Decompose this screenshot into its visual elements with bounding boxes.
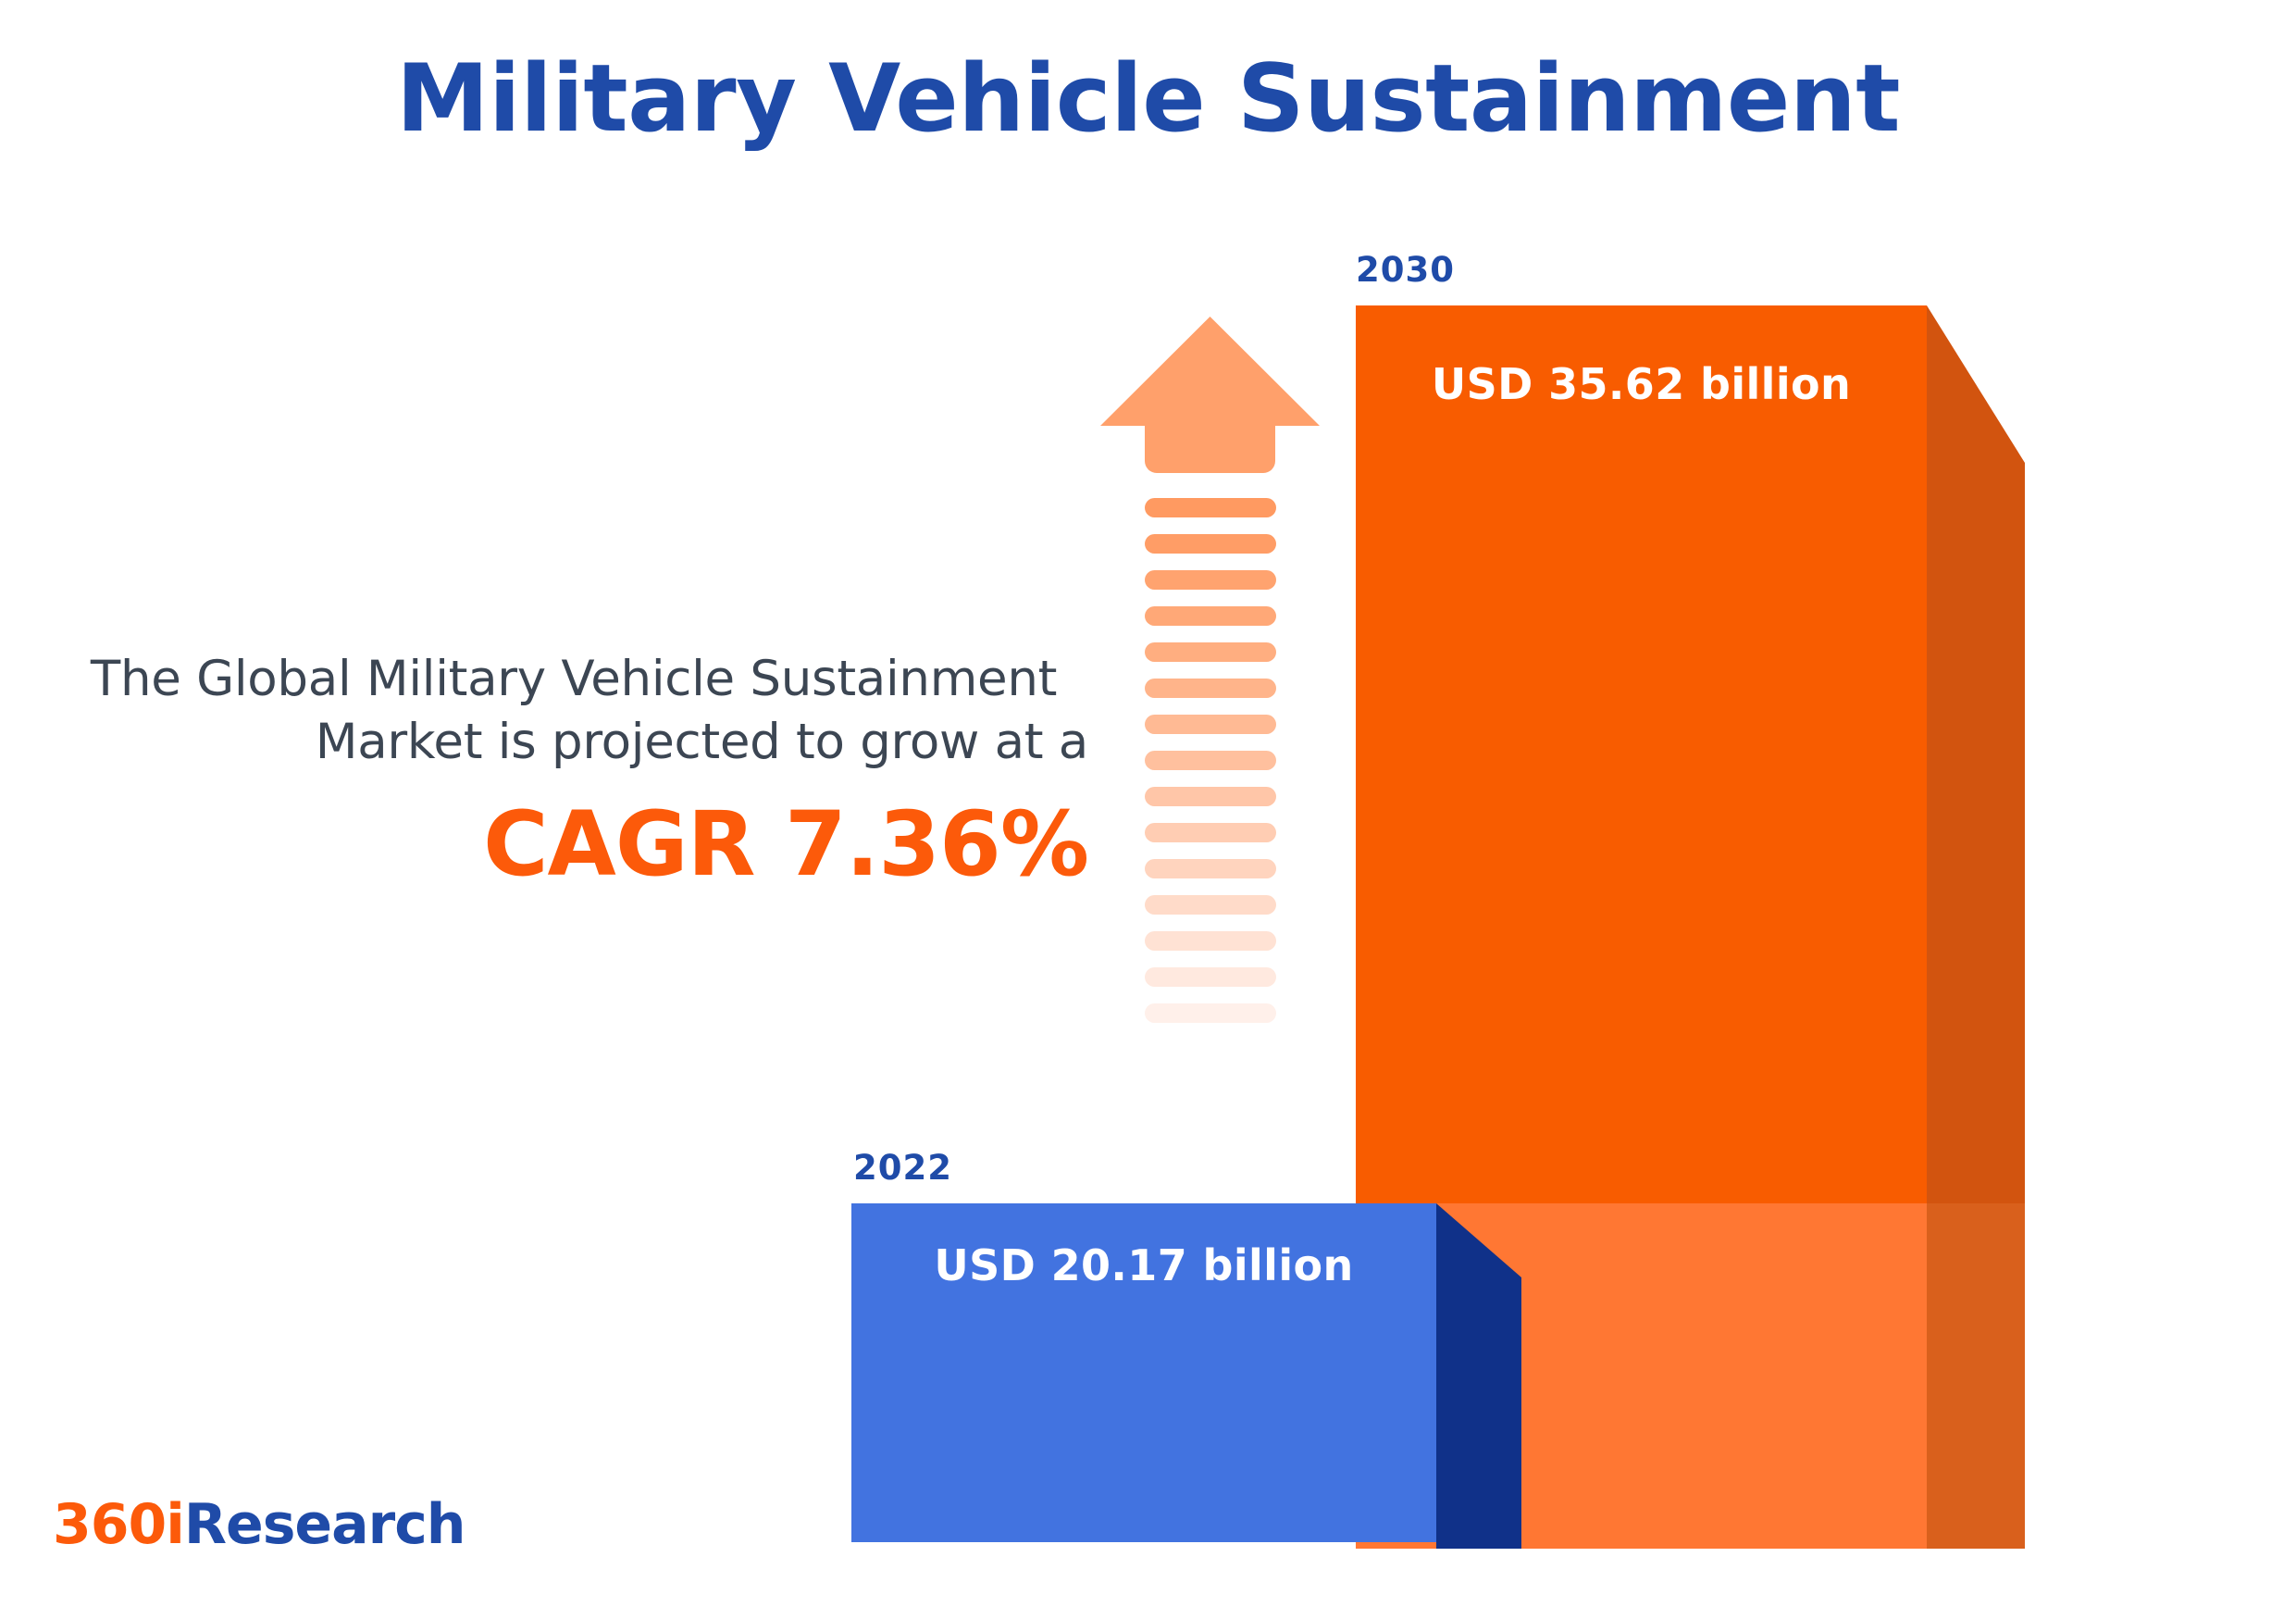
up-arrow-icon (1100, 317, 1320, 473)
caption-block: The Global Military Vehicle Sustainment … (56, 648, 1092, 890)
arrow-stripe (1145, 498, 1276, 517)
arrow-stripe (1145, 534, 1276, 554)
brand-logo-research: Research (183, 1492, 466, 1557)
arrow-stripe (1145, 715, 1276, 734)
bar-2030-value-label: USD 35.62 billion (1431, 359, 1852, 409)
caption-line-1: The Global Military Vehicle Sustainment (90, 651, 1058, 707)
arrow-stripe (1145, 823, 1276, 842)
growth-arrow-group (1097, 313, 1323, 1081)
bar-2030-year-label: 2030 (1356, 250, 1455, 290)
arrow-stripe (1145, 859, 1276, 878)
caption-line-2: Market is projected to grow at a (315, 713, 1089, 770)
bar-2022-front-face[interactable] (851, 1203, 1436, 1542)
arrow-stripe (1145, 679, 1276, 698)
arrow-stripe (1145, 967, 1276, 987)
arrow-stripe (1145, 931, 1276, 951)
arrow-stripe (1145, 606, 1276, 626)
arrow-stripe (1145, 787, 1276, 806)
arrow-stripe (1145, 895, 1276, 915)
page-title: Military Vehicle Sustainment (395, 44, 1901, 153)
bar-2022-year-label: 2022 (853, 1148, 952, 1188)
brand-logo[interactable]: 360iResearch (53, 1492, 465, 1557)
brand-logo-360i: 360i (53, 1492, 185, 1557)
bar-2022-value-label: USD 20.17 billion (934, 1240, 1354, 1290)
arrow-stripe (1145, 1003, 1276, 1023)
arrow-stripe (1145, 570, 1276, 590)
arrow-stripe (1145, 751, 1276, 770)
arrow-stripe (1145, 642, 1276, 662)
bar-2030-side-lower (1927, 1203, 2025, 1549)
cagr-value: CAGR 7.36% (483, 791, 1089, 896)
